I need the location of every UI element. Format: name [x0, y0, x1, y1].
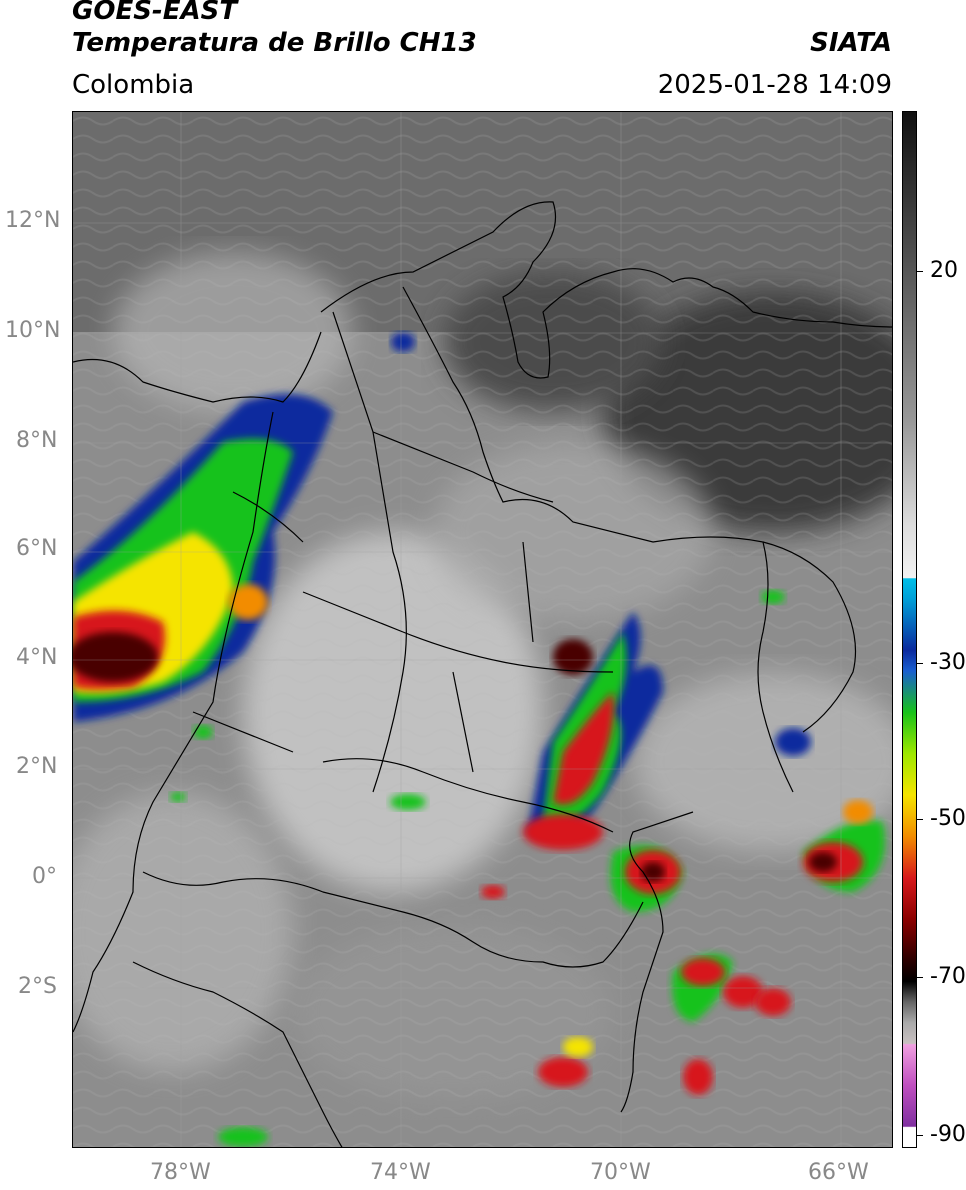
colorbar-label-neg70: -70: [930, 964, 966, 989]
lat-label-8n: 8°N: [16, 428, 58, 453]
colorbar-tick-neg90: [917, 1135, 923, 1136]
satellite-map[interactable]: [72, 111, 893, 1148]
lat-label-12n: 12°N: [5, 208, 61, 233]
colorbar-label-neg90: -90: [930, 1122, 966, 1147]
scattered-cells: [170, 332, 785, 899]
colorbar-tick-20: [917, 271, 923, 272]
storm-cluster-pacific: [73, 394, 333, 722]
colorbar-label-neg30: -30: [930, 650, 966, 675]
lon-label-74w: 74°W: [370, 1160, 431, 1185]
borders: [73, 201, 892, 1147]
region-label: Colombia: [72, 70, 195, 100]
lat-label-2n: 2°N: [16, 754, 58, 779]
lon-label-78w: 78°W: [150, 1160, 211, 1185]
colorbar-label-neg50: -50: [930, 806, 966, 831]
agency-label: SIATA: [810, 28, 892, 58]
timestamp-label: 2025-01-28 14:09: [657, 70, 892, 100]
colorbar-tick-neg50: [917, 819, 923, 820]
product-title: Temperatura de Brillo CH13: [72, 28, 477, 58]
graticule: [73, 112, 892, 1147]
lon-label-70w: 70°W: [590, 1160, 651, 1185]
map-canvas: [73, 112, 892, 1147]
colorbar-tick-neg70: [917, 977, 923, 978]
satellite-title: GOES-EAST: [72, 0, 238, 26]
lon-label-66w: 66°W: [808, 1160, 869, 1185]
lat-label-2s: 2°S: [18, 974, 57, 999]
lat-label-4n: 4°N: [16, 645, 58, 670]
colorbar-label-20: 20: [930, 258, 958, 283]
temperature-colorbar: [902, 111, 917, 1148]
lat-label-6n: 6°N: [16, 536, 58, 561]
lat-label-0: 0°: [32, 864, 57, 889]
colorbar-tick-neg30: [917, 663, 923, 664]
lat-label-10n: 10°N: [5, 318, 61, 343]
storm-cluster-amazon: [218, 612, 885, 1147]
